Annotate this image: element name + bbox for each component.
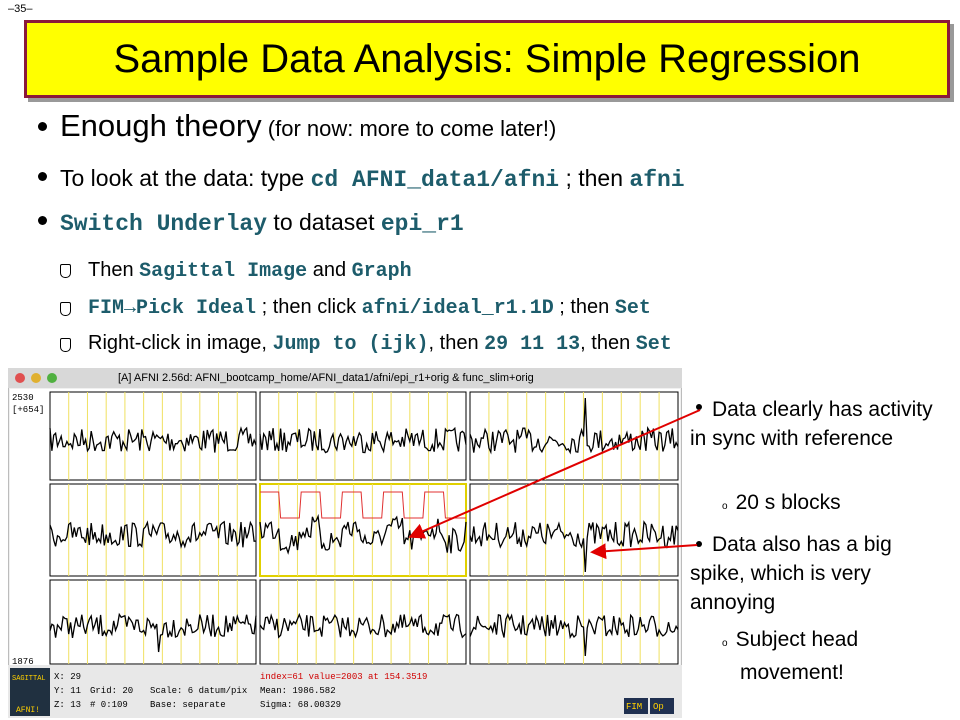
bullet: Enough theory (for now: more to come lat… (60, 108, 556, 144)
button-label: FIM (626, 702, 642, 712)
code: Set (614, 297, 651, 320)
page-number: –35– (8, 3, 33, 15)
base-info: Base: separate (150, 700, 226, 710)
code: 29 11 13 (484, 333, 581, 356)
sigma: Sigma: 68.00329 (260, 700, 341, 710)
afni-window: [A] AFNI 2.56d: AFNI_bootcamp_home/AFNI_… (8, 368, 682, 718)
graph-cell (259, 483, 467, 577)
coord: Y: 11 (54, 686, 81, 696)
button-label: Op (653, 702, 664, 712)
note-dot (696, 404, 702, 410)
voxel-trace (469, 612, 679, 657)
minimize-button[interactable] (31, 373, 41, 383)
code: FIM (88, 297, 125, 320)
text: , then (580, 332, 636, 354)
code: Pick Ideal (136, 297, 257, 320)
text: to dataset (267, 209, 381, 235)
y-offset: [+654] (12, 405, 44, 415)
coord: Z: 13 (54, 700, 81, 710)
note-sub: o Subject head movement! (722, 628, 859, 684)
graph-cell (49, 579, 257, 665)
code: afni/ideal_r1.1D (361, 297, 554, 320)
note-sub: o 20 s blocks (722, 491, 841, 514)
code: Sagittal Image (139, 260, 308, 283)
bullet: To look at the data: type cd AFNI_data1/… (60, 165, 685, 193)
voxel-trace (49, 612, 257, 653)
voxel-trace (259, 612, 467, 639)
code: cd AFNI_data1/afni (310, 167, 560, 193)
voxel-trace (49, 520, 257, 549)
code: afni (629, 167, 685, 193)
text: Subject head movement! (735, 628, 859, 684)
text: , then (428, 332, 485, 354)
y-bottom: 1876 (12, 657, 34, 667)
text: Then (88, 259, 140, 281)
sub-bullet: FIM→Pick Ideal ; then click afni/ideal_r… (88, 296, 651, 320)
bullet-dot (38, 216, 47, 225)
text: Right-click in image, (88, 332, 273, 354)
note: Data clearly has activity in sync with r… (690, 398, 933, 450)
text: and (307, 259, 352, 281)
text: To look at the data: type (60, 165, 311, 191)
status: index=61 value=2003 at 154.3519 (260, 672, 427, 682)
voxel-trace (49, 426, 257, 453)
text: (for now: more to come later!) (261, 116, 557, 141)
code: Jump to (ijk) (272, 333, 429, 356)
sub-bullet: Then Sagittal Image and Graph (88, 259, 412, 283)
bullet-dot (38, 172, 47, 181)
title: Sample Data Analysis: Simple Regression (24, 20, 950, 98)
logo-text: AFNI! (16, 706, 40, 715)
bullet-dot (38, 122, 47, 131)
scale-info: Scale: 6 datum/pix (150, 686, 247, 696)
graph-cell (469, 579, 679, 665)
graph-cell (49, 483, 257, 577)
text: Enough theory (60, 108, 262, 143)
fim-button[interactable] (624, 698, 648, 714)
bullet: Switch Underlay to dataset epi_r1 (60, 209, 464, 237)
info-bar (8, 665, 682, 718)
window-title: [A] AFNI 2.56d: AFNI_bootcamp_home/AFNI_… (118, 372, 534, 384)
sub-bullet-icon (60, 338, 71, 352)
code: Set (635, 333, 672, 356)
op-button[interactable] (650, 698, 674, 714)
range-info: # 0:109 (90, 700, 128, 710)
text: ; then click (256, 296, 362, 318)
note: Data also has a big spike, which is very… (690, 533, 892, 614)
y-top: 2530 (12, 393, 34, 403)
sub-bullet-icon (60, 302, 71, 316)
sub-bullet-icon (60, 264, 71, 278)
code: Switch Underlay (60, 211, 268, 237)
close-button[interactable] (15, 373, 25, 383)
zoom-button[interactable] (47, 373, 57, 383)
title-bar (8, 368, 682, 388)
code: Graph (351, 260, 412, 283)
mean: Mean: 1986.582 (260, 686, 336, 696)
sub-bullet: Right-click in image, Jump to (ijk), the… (88, 332, 672, 356)
text: ; then (559, 165, 630, 191)
coord: X: 29 (54, 672, 81, 682)
logo (10, 668, 50, 716)
text: ; then (553, 296, 615, 318)
note-dot (696, 541, 702, 547)
code: → (124, 297, 137, 320)
grid-info: Grid: 20 (90, 686, 133, 696)
code: epi_r1 (380, 211, 464, 237)
logo-text: SAGITTAL (12, 675, 46, 683)
text: 20 s blocks (735, 491, 841, 514)
